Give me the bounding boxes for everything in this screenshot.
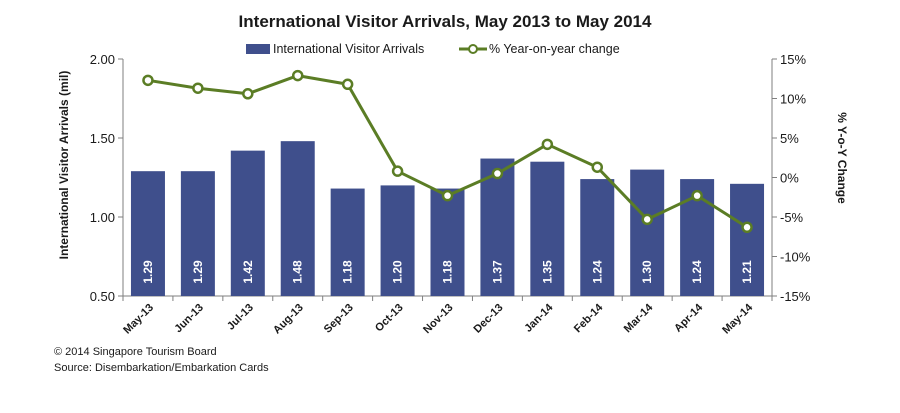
x-tick-label: Jun-13: [172, 302, 206, 336]
yoy-point: [441, 189, 454, 202]
x-tick-label: Jul-13: [225, 302, 256, 333]
bar: [730, 183, 765, 296]
right-tick-label: 0%: [780, 171, 799, 186]
yoy-point: [291, 69, 304, 82]
x-tick-label: May-13: [121, 302, 156, 337]
legend-line-label: % Year-on-year change: [489, 42, 620, 56]
right-tick-label: -10%: [780, 250, 811, 265]
bar-data-label: 1.24: [590, 260, 604, 284]
bar: [530, 161, 565, 296]
x-tick-label: Feb-14: [572, 301, 606, 335]
x-tick-label: Apr-14: [672, 301, 706, 335]
legend-line-marker: [468, 44, 478, 54]
bar-data-label: 1.29: [191, 260, 205, 284]
x-tick-label: Dec-13: [472, 302, 506, 336]
bar: [480, 158, 515, 296]
left-tick-label: 1.00: [90, 210, 115, 225]
yoy-point: [541, 138, 554, 151]
bar-data-label: 1.48: [291, 260, 305, 284]
x-tick-label: May-14: [720, 301, 755, 336]
legend-bar-swatch: [246, 44, 270, 54]
bar: [130, 171, 165, 296]
right-tick-label: -15%: [780, 289, 811, 304]
yoy-point: [741, 221, 753, 234]
right-tick-label: 10%: [780, 92, 806, 107]
right-tick-label: -5%: [780, 210, 804, 225]
plot-area: 0.50 1.00 1.50 2.00 -15% -10% -5% 0% 5% 10% 15% 1.2…: [90, 52, 811, 336]
bar: [380, 185, 415, 296]
yoy-point: [391, 165, 404, 177]
bar-data-label: 1.29: [141, 260, 155, 284]
copyright-note: © 2014 Singapore Tourism Board: [54, 346, 217, 358]
bar-data-label: 1.35: [540, 260, 554, 284]
bar-data-label: 1.18: [441, 260, 455, 284]
yoy-point: [691, 189, 703, 202]
bar: [180, 171, 215, 296]
bar: [230, 150, 265, 296]
bar-data-label: 1.21: [740, 260, 754, 284]
bar-data-label: 1.30: [640, 260, 654, 284]
x-tick-label: Aug-13: [271, 302, 306, 337]
right-tick-label: 15%: [780, 52, 806, 67]
x-tick-label: Oct-13: [373, 302, 406, 335]
bar-data-label: 1.24: [690, 260, 704, 284]
yoy-point: [242, 88, 254, 100]
legend: International Visitor Arrivals % Year-on…: [246, 42, 620, 56]
bar-data-label: 1.20: [391, 260, 405, 284]
x-tick-label: Jan-14: [522, 301, 556, 335]
left-axis-title: International Visitor Arrivals (mil): [57, 71, 71, 260]
right-tick-label: 5%: [780, 131, 799, 146]
yoy-point: [591, 161, 604, 173]
x-tick-label: Sep-13: [322, 302, 356, 336]
legend-bar-label: International Visitor Arrivals: [273, 42, 424, 56]
x-tick-label: Mar-14: [622, 301, 656, 335]
bar-data-label: 1.42: [241, 260, 255, 284]
yoy-point: [142, 74, 154, 87]
bar: [330, 188, 365, 296]
bar: [430, 188, 465, 296]
chart-title: International Visitor Arrivals, May 2013…: [239, 12, 652, 31]
yoy-point: [641, 213, 653, 226]
yoy-point: [192, 82, 204, 94]
yoy-point: [341, 78, 354, 91]
bar-data-label: 1.37: [490, 260, 504, 284]
left-tick-label: 0.50: [90, 289, 115, 304]
bar: [630, 169, 665, 296]
left-tick-label: 2.00: [90, 52, 115, 67]
right-axis-title: % Y-o-Y Change: [835, 112, 849, 204]
bar-data-label: 1.18: [341, 260, 355, 284]
yoy-point: [491, 167, 504, 180]
left-tick-label: 1.50: [90, 131, 115, 146]
bar: [580, 179, 615, 296]
bar: [280, 141, 315, 296]
x-tick-label: Nov-13: [421, 302, 455, 336]
source-note: Source: Disembarkation/Embarkation Cards: [54, 362, 269, 374]
